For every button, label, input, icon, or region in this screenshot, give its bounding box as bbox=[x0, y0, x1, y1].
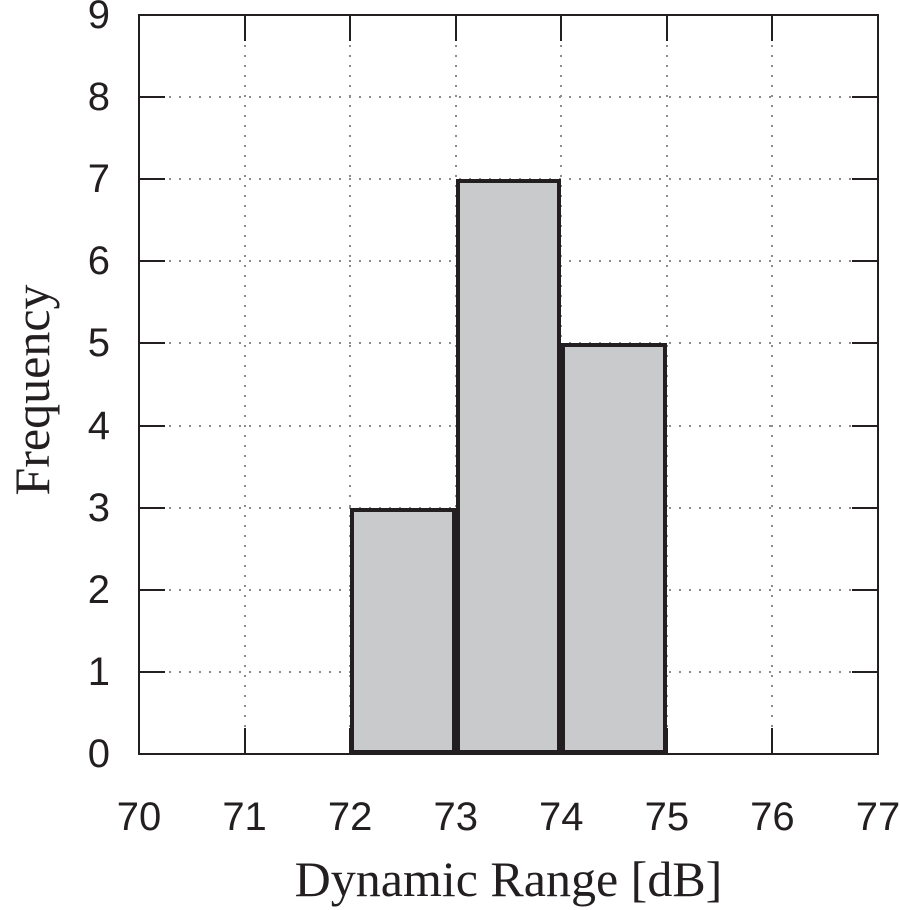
tick-mark-right bbox=[852, 424, 878, 427]
tick-mark-right bbox=[852, 670, 878, 673]
tick-mark-bottom bbox=[243, 728, 246, 754]
histogram-bar bbox=[350, 507, 456, 754]
gridline-vertical bbox=[349, 15, 352, 754]
tick-mark-left bbox=[139, 178, 165, 181]
tick-mark-left bbox=[139, 670, 165, 673]
y-tick-label: 1 bbox=[87, 649, 110, 694]
gridline-horizontal bbox=[139, 96, 878, 99]
y-tick-label: 3 bbox=[87, 485, 110, 530]
y-tick-label: 4 bbox=[87, 403, 110, 448]
histogram-bar bbox=[561, 343, 667, 754]
gridline-vertical bbox=[243, 15, 246, 754]
tick-mark-bottom bbox=[665, 728, 668, 754]
y-tick-label: 5 bbox=[87, 321, 110, 366]
tick-mark-left bbox=[139, 424, 165, 427]
tick-mark-left bbox=[139, 96, 165, 99]
x-axis-title: Dynamic Range [dB] bbox=[294, 851, 723, 907]
tick-mark-top bbox=[771, 15, 774, 41]
tick-mark-right bbox=[852, 260, 878, 263]
y-tick-label: 8 bbox=[87, 75, 110, 120]
x-tick-label: 70 bbox=[116, 795, 162, 839]
y-tick-label: 2 bbox=[87, 567, 110, 612]
gridline-vertical bbox=[665, 15, 668, 754]
y-axis-title: Frequency bbox=[4, 284, 60, 496]
x-tick-label: 73 bbox=[433, 795, 478, 839]
tick-mark-left bbox=[139, 342, 165, 345]
tick-mark-left bbox=[139, 506, 165, 509]
x-tick-label: 75 bbox=[644, 795, 690, 839]
tick-mark-right bbox=[852, 178, 878, 181]
y-tick-label: 0 bbox=[87, 732, 110, 776]
tick-mark-right bbox=[852, 506, 878, 509]
tick-mark-left bbox=[139, 260, 165, 263]
x-tick-label: 71 bbox=[222, 795, 267, 839]
x-tick-label: 77 bbox=[855, 795, 900, 839]
tick-mark-top bbox=[560, 15, 563, 41]
x-tick-label: 76 bbox=[750, 795, 795, 839]
y-tick-label: 6 bbox=[87, 239, 110, 284]
tick-mark-top bbox=[665, 15, 668, 41]
y-tick-label: 9 bbox=[87, 0, 110, 37]
gridline-vertical bbox=[771, 15, 774, 754]
tick-mark-right bbox=[852, 588, 878, 591]
tick-mark-left bbox=[139, 588, 165, 591]
tick-mark-right bbox=[852, 342, 878, 345]
tick-mark-right bbox=[852, 96, 878, 99]
tick-mark-top bbox=[349, 15, 352, 41]
x-tick-label: 72 bbox=[327, 795, 373, 839]
x-tick-label: 74 bbox=[539, 795, 584, 839]
y-tick-label: 7 bbox=[87, 157, 110, 202]
histogram-bar bbox=[455, 179, 562, 754]
tick-mark-top bbox=[454, 15, 457, 41]
tick-mark-top bbox=[243, 15, 246, 41]
tick-mark-bottom bbox=[771, 728, 774, 754]
